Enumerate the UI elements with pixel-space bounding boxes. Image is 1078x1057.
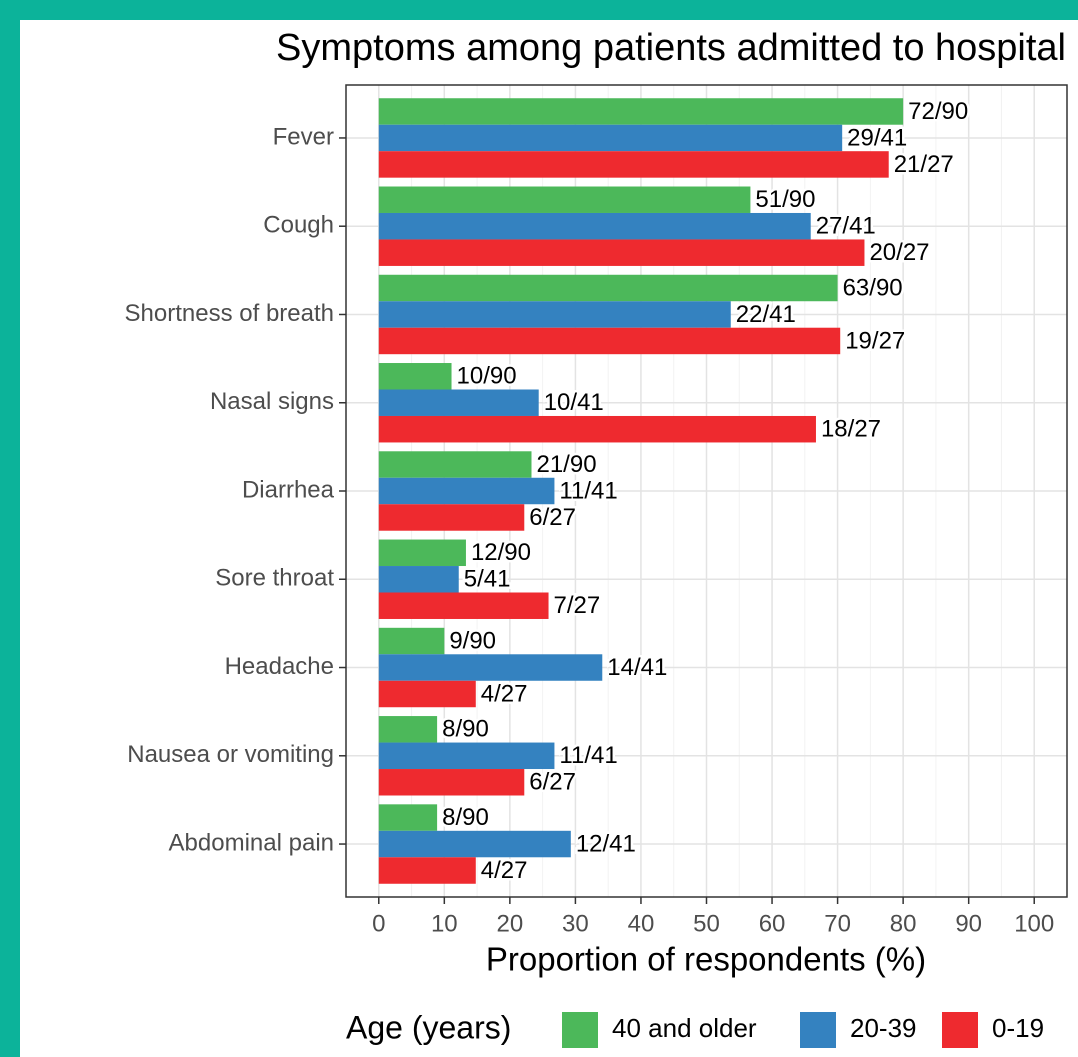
bar xyxy=(378,274,838,302)
bar xyxy=(378,804,438,831)
data-label: 6/27 xyxy=(529,504,576,531)
legend-swatch xyxy=(942,1012,978,1048)
data-label: 11/41 xyxy=(559,477,617,504)
data-label: 22/41 xyxy=(736,301,796,328)
y-tick-label: Nasal signs xyxy=(210,388,334,415)
bar xyxy=(378,451,532,478)
y-tick-label: Sore throat xyxy=(215,565,334,592)
bar xyxy=(378,477,555,505)
bar xyxy=(378,186,751,213)
bar xyxy=(378,680,476,708)
bar xyxy=(378,363,452,390)
y-tick-label: Abdominal pain xyxy=(169,829,334,856)
x-tick-label: 90 xyxy=(955,910,982,937)
y-tick-label: Headache xyxy=(225,653,334,680)
x-tick-label: 100 xyxy=(1014,910,1054,937)
bar xyxy=(378,830,571,858)
y-tick-label: Shortness of breath xyxy=(125,300,334,327)
bar xyxy=(378,239,865,266)
bar xyxy=(378,151,889,178)
bar xyxy=(378,301,731,328)
bar xyxy=(378,566,459,593)
x-tick-label: 50 xyxy=(693,910,720,937)
data-label: 5/41 xyxy=(464,566,511,593)
data-label: 19/27 xyxy=(845,327,905,354)
data-label: 8/90 xyxy=(442,716,489,743)
data-label: 10/90 xyxy=(457,363,517,390)
bar xyxy=(378,716,438,743)
bar xyxy=(378,769,525,796)
y-tick-label: Nausea or vomiting xyxy=(127,741,334,768)
x-tick-label: 40 xyxy=(628,910,655,937)
x-tick-label: 80 xyxy=(890,910,917,937)
data-label: 11/41 xyxy=(559,742,617,769)
bar xyxy=(378,857,476,884)
data-label: 63/90 xyxy=(843,274,903,301)
bar xyxy=(378,742,555,770)
panel-border xyxy=(345,84,1068,898)
data-label: 21/90 xyxy=(536,451,596,478)
x-axis-title: Proportion of respondents (%) xyxy=(486,941,926,978)
bar xyxy=(378,592,549,619)
bar xyxy=(378,539,466,567)
data-label: 10/41 xyxy=(544,389,604,416)
bar xyxy=(378,654,603,681)
data-label: 7/27 xyxy=(554,592,601,619)
x-tick-label: 20 xyxy=(497,910,524,937)
data-label: 51/90 xyxy=(755,186,815,213)
x-tick-label: 10 xyxy=(431,910,458,937)
x-tick-label: 70 xyxy=(824,910,851,937)
bar xyxy=(378,212,811,240)
y-tick-label: Cough xyxy=(263,212,334,239)
legend-label: 40 and older xyxy=(612,1013,757,1043)
data-label: 12/90 xyxy=(471,539,531,566)
x-tick-label: 60 xyxy=(759,910,786,937)
data-label: 29/41 xyxy=(847,124,907,151)
chart-title: Symptoms among patients admitted to hosp… xyxy=(276,27,1066,69)
data-label: 6/27 xyxy=(529,769,576,796)
bar xyxy=(378,327,841,355)
legend-swatch xyxy=(800,1012,836,1048)
x-tick-label: 30 xyxy=(562,910,589,937)
bar xyxy=(378,504,525,531)
bar xyxy=(378,415,816,443)
data-label: 4/27 xyxy=(481,857,528,884)
legend-label: 0-19 xyxy=(992,1013,1044,1043)
data-label: 72/90 xyxy=(908,98,968,125)
bar xyxy=(378,389,539,416)
legend-label: 20-39 xyxy=(850,1013,917,1043)
y-tick-label: Diarrhea xyxy=(242,476,335,503)
data-label: 18/27 xyxy=(821,416,881,443)
data-label: 4/27 xyxy=(481,680,528,707)
x-tick-label: 0 xyxy=(372,910,385,937)
legend-swatch xyxy=(562,1012,598,1048)
data-label: 21/27 xyxy=(894,151,954,178)
data-label: 14/41 xyxy=(607,654,667,681)
data-label: 20/27 xyxy=(869,239,929,266)
bar xyxy=(378,124,843,152)
data-label: 9/90 xyxy=(449,627,496,654)
data-label: 8/90 xyxy=(442,804,489,831)
legend-title: Age (years) xyxy=(346,1009,511,1045)
bar xyxy=(378,627,445,655)
data-label: 12/41 xyxy=(576,830,636,857)
data-label: 27/41 xyxy=(816,213,876,240)
bar xyxy=(378,98,904,125)
y-tick-label: Fever xyxy=(273,123,334,150)
